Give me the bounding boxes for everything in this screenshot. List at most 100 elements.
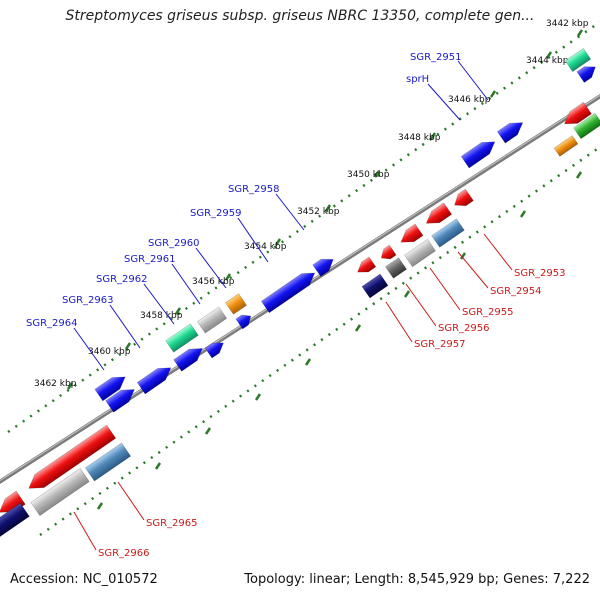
scale-tick <box>545 51 553 59</box>
gene-feature[interactable] <box>431 218 465 248</box>
scale-tick <box>174 307 182 315</box>
gene-feature[interactable] <box>564 47 592 73</box>
gene-label-sgr_2955[interactable]: SGR_2955 <box>462 307 514 318</box>
scale-tick-label: 3452 kbp <box>297 207 340 217</box>
gene-feature[interactable] <box>173 343 207 372</box>
gene-feature[interactable] <box>378 244 397 263</box>
gene-feature[interactable] <box>460 136 499 169</box>
gene-label-sgr_2962[interactable]: SGR_2962 <box>96 274 148 285</box>
scale-tick <box>324 204 332 212</box>
gene-feature[interactable] <box>165 323 199 353</box>
scale-tick-label: 3442 kbp <box>546 19 589 29</box>
gene-feature[interactable] <box>553 135 579 157</box>
scale-tick <box>224 273 232 281</box>
scale-tick-lower <box>354 324 362 332</box>
label-leader-line <box>73 327 105 371</box>
gene-feature[interactable] <box>94 371 129 402</box>
label-leader-line <box>237 217 269 263</box>
gene-feature[interactable] <box>105 384 139 413</box>
scale-tick <box>124 342 132 350</box>
scale-tick <box>66 382 74 390</box>
scale-tick-lower <box>154 462 162 470</box>
gene-feature[interactable] <box>312 254 337 277</box>
gene-features <box>0 47 600 538</box>
gene-feature[interactable] <box>422 202 453 229</box>
scale-tick <box>373 170 381 178</box>
gene-labels: SGR_2951 sprH SGR_2958 SGR_2959 SGR_2960 SGR_… <box>26 52 566 559</box>
label-leader-line <box>109 304 141 349</box>
scale-tick <box>274 238 282 246</box>
scale-tick-label: 3456 kbp <box>192 277 235 287</box>
gene-feature[interactable] <box>397 223 424 248</box>
gene-feature[interactable] <box>573 112 600 140</box>
scale-tick-label: 3462 kbp <box>34 379 77 389</box>
scale-tick-lower <box>304 358 312 366</box>
gene-feature[interactable] <box>84 442 132 482</box>
gene-label-sgr_2956[interactable]: SGR_2956 <box>438 323 490 334</box>
gene-feature[interactable] <box>496 117 526 144</box>
scale-ticks: 3442 kbp 3444 kbp 3446 kbp 3448 kbp 3450 kbp… <box>34 19 589 510</box>
scale-tick-label: 3460 kbp <box>88 347 131 357</box>
label-leader-line <box>427 83 461 121</box>
gene-label-sgr_2963[interactable]: SGR_2963 <box>62 295 114 306</box>
scale-tick-label: 3450 kbp <box>347 170 390 180</box>
gene-feature[interactable] <box>204 338 227 359</box>
label-leader-line <box>143 283 175 325</box>
gene-label-sgr_2961[interactable]: SGR_2961 <box>124 254 176 265</box>
gene-feature[interactable] <box>225 293 247 315</box>
label-leader-line <box>405 283 437 327</box>
gene-feature[interactable] <box>30 467 90 517</box>
gene-label-sprh[interactable]: sprH <box>406 74 429 85</box>
gene-feature[interactable] <box>354 256 377 277</box>
gene-label-sgr_2953[interactable]: SGR_2953 <box>514 268 566 279</box>
gene-label-sgr_2954[interactable]: SGR_2954 <box>490 286 542 297</box>
gene-feature[interactable] <box>196 306 228 334</box>
gene-label-sgr_2966[interactable]: SGR_2966 <box>98 548 150 559</box>
label-leader-line <box>73 511 97 551</box>
gene-feature[interactable] <box>260 267 318 314</box>
scale-tick-label: 3458 kbp <box>140 311 183 321</box>
scale-tick-lower <box>575 171 583 179</box>
scale-tick-lower <box>254 393 262 401</box>
scale-tick-label: 3444 kbp <box>526 56 569 66</box>
gene-feature[interactable] <box>560 101 592 129</box>
gene-label-sgr_2960[interactable]: SGR_2960 <box>148 238 200 249</box>
label-leader-line <box>429 267 461 311</box>
label-leader-line <box>275 193 305 231</box>
gene-label-sgr_2965[interactable]: SGR_2965 <box>146 518 198 529</box>
genome-summary-text: Topology: linear; Length: 8,545,929 bp; … <box>244 572 590 587</box>
gene-label-sgr_2964[interactable]: SGR_2964 <box>26 318 78 329</box>
label-leader-line <box>117 481 145 521</box>
scale-tick-label: 3454 kbp <box>244 242 287 252</box>
label-leaders <box>73 60 513 551</box>
scale-tick-label: 3448 kbp <box>398 133 441 143</box>
scale-tick-lower <box>403 290 411 298</box>
label-leader-line <box>171 263 201 305</box>
scale-tick <box>489 90 497 98</box>
scale-tick-lower <box>459 252 467 260</box>
accession-text: Accession: NC_010572 <box>10 572 158 587</box>
scale-tick-lower <box>519 210 527 218</box>
scale-tick-label: 3446 kbp <box>448 95 491 105</box>
gene-feature[interactable] <box>24 424 117 495</box>
gene-feature[interactable] <box>451 188 474 211</box>
gene-label-sgr_2958[interactable]: SGR_2958 <box>228 184 280 195</box>
scale-track-bottom <box>39 145 600 537</box>
label-leader-line <box>483 233 513 271</box>
gene-feature[interactable] <box>361 273 389 299</box>
label-leader-line <box>457 60 489 101</box>
gene-feature[interactable] <box>385 257 407 279</box>
gene-feature[interactable] <box>404 238 436 268</box>
gene-label-sgr_2951[interactable]: SGR_2951 <box>410 52 462 63</box>
gene-feature[interactable] <box>576 62 599 83</box>
label-leader-line <box>385 301 413 343</box>
gene-feature[interactable] <box>0 502 30 538</box>
gene-feature[interactable] <box>235 311 254 330</box>
scale-tick-lower <box>96 502 104 510</box>
gene-label-sgr_2959[interactable]: SGR_2959 <box>190 208 242 219</box>
scale-tick-lower <box>204 427 212 435</box>
scale-tick <box>429 132 437 140</box>
gene-feature[interactable] <box>136 362 175 395</box>
gene-label-sgr_2957[interactable]: SGR_2957 <box>414 339 466 350</box>
